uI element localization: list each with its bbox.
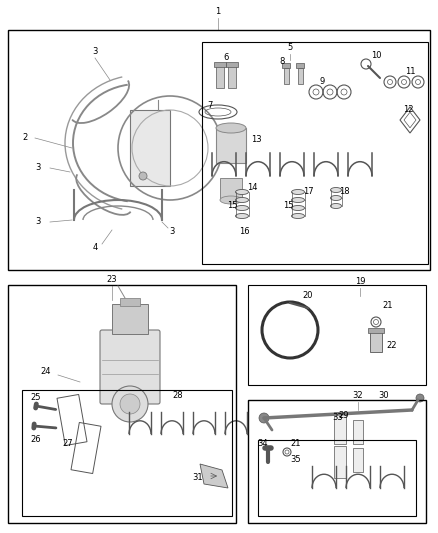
Text: 30: 30 [379,392,389,400]
Text: 3: 3 [170,228,175,237]
Bar [297,68,303,84]
Bar [120,298,140,306]
Ellipse shape [331,188,342,192]
Ellipse shape [236,190,248,195]
Text: 28: 28 [173,392,184,400]
Ellipse shape [236,214,248,219]
Bar [258,440,416,516]
Text: 19: 19 [355,278,365,287]
Text: 31: 31 [193,473,203,482]
Bar [8,30,430,270]
Text: 24: 24 [41,367,51,376]
Text: 3: 3 [92,47,98,56]
Text: 6: 6 [223,53,229,62]
Text: 26: 26 [31,435,41,445]
Bar [296,63,304,68]
Text: 27: 27 [63,440,73,448]
Ellipse shape [220,196,242,204]
Bar [353,420,363,444]
Text: 32: 32 [353,392,363,400]
Text: 8: 8 [279,58,285,67]
Text: 14: 14 [247,183,257,192]
Text: 29: 29 [339,411,349,421]
Ellipse shape [292,190,304,195]
Ellipse shape [331,196,342,200]
Text: 23: 23 [107,276,117,285]
Text: 12: 12 [403,106,413,115]
Text: 20: 20 [303,292,313,301]
Text: 9: 9 [319,77,325,86]
Bar [216,66,224,88]
Text: 13: 13 [251,135,261,144]
Text: 25: 25 [31,393,41,402]
Text: 18: 18 [339,188,350,197]
Ellipse shape [292,198,304,203]
Text: 3: 3 [35,164,41,173]
Text: 21: 21 [291,440,301,448]
Text: 10: 10 [371,52,381,61]
Bar [8,285,236,523]
Bar [283,68,289,84]
Bar [334,412,346,444]
Text: 34: 34 [258,440,268,448]
Text: 7: 7 [207,101,213,110]
Bar [228,66,236,88]
Text: 2: 2 [22,133,28,142]
Ellipse shape [216,123,246,133]
Bar [214,62,226,67]
Text: 22: 22 [387,342,397,351]
Bar [282,63,290,68]
Circle shape [259,413,269,423]
Text: 17: 17 [303,188,313,197]
Text: 35: 35 [291,456,301,464]
Bar [248,400,426,523]
Bar [368,328,384,333]
Bar [334,446,346,478]
Circle shape [416,394,424,402]
Ellipse shape [292,206,304,211]
Ellipse shape [236,198,248,203]
Ellipse shape [236,206,248,211]
Text: 5: 5 [287,44,293,52]
Text: 11: 11 [405,68,415,77]
Bar [202,42,428,264]
Bar [216,128,246,163]
Polygon shape [200,464,228,488]
Text: 15: 15 [227,201,237,211]
Bar [130,110,170,186]
Text: 1: 1 [215,7,221,17]
Circle shape [120,394,140,414]
Ellipse shape [292,214,304,219]
Text: 33: 33 [332,414,343,423]
Circle shape [139,172,147,180]
Bar [248,285,426,385]
Text: 16: 16 [239,228,249,237]
Ellipse shape [331,204,342,208]
Text: 4: 4 [92,244,98,253]
FancyBboxPatch shape [100,330,160,404]
Text: 3: 3 [35,217,41,227]
Bar [220,178,242,200]
Bar [226,62,238,67]
Circle shape [112,386,148,422]
Bar [22,390,232,516]
Bar [353,448,363,472]
Bar [370,332,382,352]
Bar [112,304,148,334]
Text: 21: 21 [383,302,393,311]
Text: 15: 15 [283,201,293,211]
